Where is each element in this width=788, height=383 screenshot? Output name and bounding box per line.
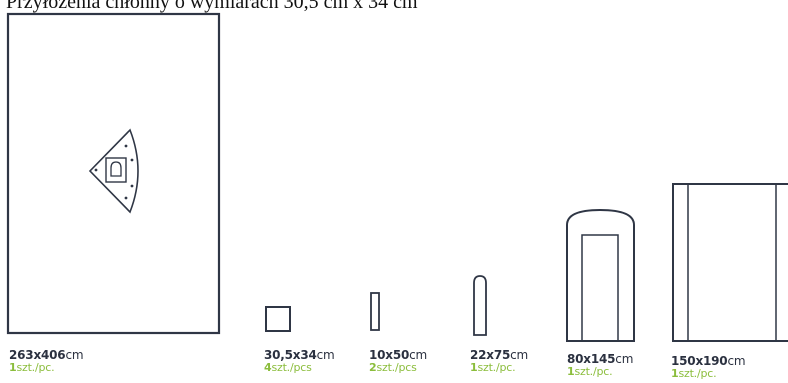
quantity-unit: szt./pc. bbox=[477, 360, 516, 374]
size-label: 30,5x34cm bbox=[264, 349, 335, 362]
size-unit: cm bbox=[65, 348, 84, 362]
size-value: 22x75 bbox=[470, 348, 511, 362]
quantity-unit: szt./pc. bbox=[574, 364, 613, 378]
size-value: 80x145 bbox=[567, 352, 616, 366]
quantity-label: 1szt./pc. bbox=[9, 360, 83, 374]
quantity-label: 1szt./pc. bbox=[470, 360, 528, 374]
size-value: 10x50 bbox=[369, 348, 410, 362]
size-value: 30,5x34 bbox=[264, 348, 317, 362]
quantity-label: 1szt./pc. bbox=[671, 366, 745, 380]
quantity-label: 4szt./pcs bbox=[264, 360, 335, 374]
table-cover-shape bbox=[672, 183, 788, 342]
quantity-unit: szt./pc. bbox=[678, 366, 717, 380]
size-unit: cm bbox=[727, 354, 746, 368]
quantity-value: 1 bbox=[671, 366, 679, 380]
item-caption-30x34: 30,5x34cm 4szt./pcs bbox=[264, 349, 335, 373]
size-label: 263x406cm bbox=[9, 348, 84, 362]
size-value: 150x190 bbox=[671, 354, 728, 368]
item-caption-263x406: 263x406cm 1szt./pc. bbox=[9, 348, 84, 374]
item-caption-80x145: 80x145cm 1szt./pc. bbox=[567, 353, 633, 377]
quantity-unit: szt./pcs bbox=[376, 360, 417, 374]
quantity-value: 1 bbox=[9, 360, 17, 374]
quantity-unit: szt./pcs bbox=[271, 360, 312, 374]
quantity-value: 1 bbox=[470, 360, 478, 374]
size-unit: cm bbox=[409, 348, 428, 362]
size-label: 80x145cm bbox=[567, 353, 633, 366]
square-towel-shape bbox=[265, 306, 291, 332]
triangle-window-icon bbox=[88, 128, 139, 214]
size-unit: cm bbox=[615, 352, 634, 366]
quantity-label: 2szt./pcs bbox=[369, 360, 427, 374]
quantity-unit: szt./pc. bbox=[16, 360, 55, 374]
quantity-value: 4 bbox=[264, 360, 272, 374]
item-caption-22x75: 22x75cm 1szt./pc. bbox=[470, 349, 528, 373]
item-caption-150x190: 150x190cm 1szt./pc. bbox=[671, 354, 746, 380]
size-value: 263x406 bbox=[9, 348, 66, 362]
large-drape-shape bbox=[6, 12, 221, 335]
size-unit: cm bbox=[316, 348, 335, 362]
quantity-label: 1szt./pc. bbox=[567, 364, 633, 378]
size-unit: cm bbox=[510, 348, 529, 362]
item-caption-10x50: 10x50cm 2szt./pcs bbox=[369, 349, 427, 373]
narrow-strip-shape bbox=[370, 292, 380, 331]
mayo-cover-shape bbox=[566, 208, 635, 342]
size-label: 150x190cm bbox=[671, 354, 746, 368]
quantity-value: 1 bbox=[567, 364, 575, 378]
size-label: 22x75cm bbox=[470, 349, 528, 362]
size-label: 10x50cm bbox=[369, 349, 427, 362]
heading-text: Przyłożenia chłonny o wymiarach 30,5 cm … bbox=[6, 0, 418, 13]
quantity-value: 2 bbox=[369, 360, 377, 374]
rounded-cover-shape bbox=[473, 275, 487, 336]
